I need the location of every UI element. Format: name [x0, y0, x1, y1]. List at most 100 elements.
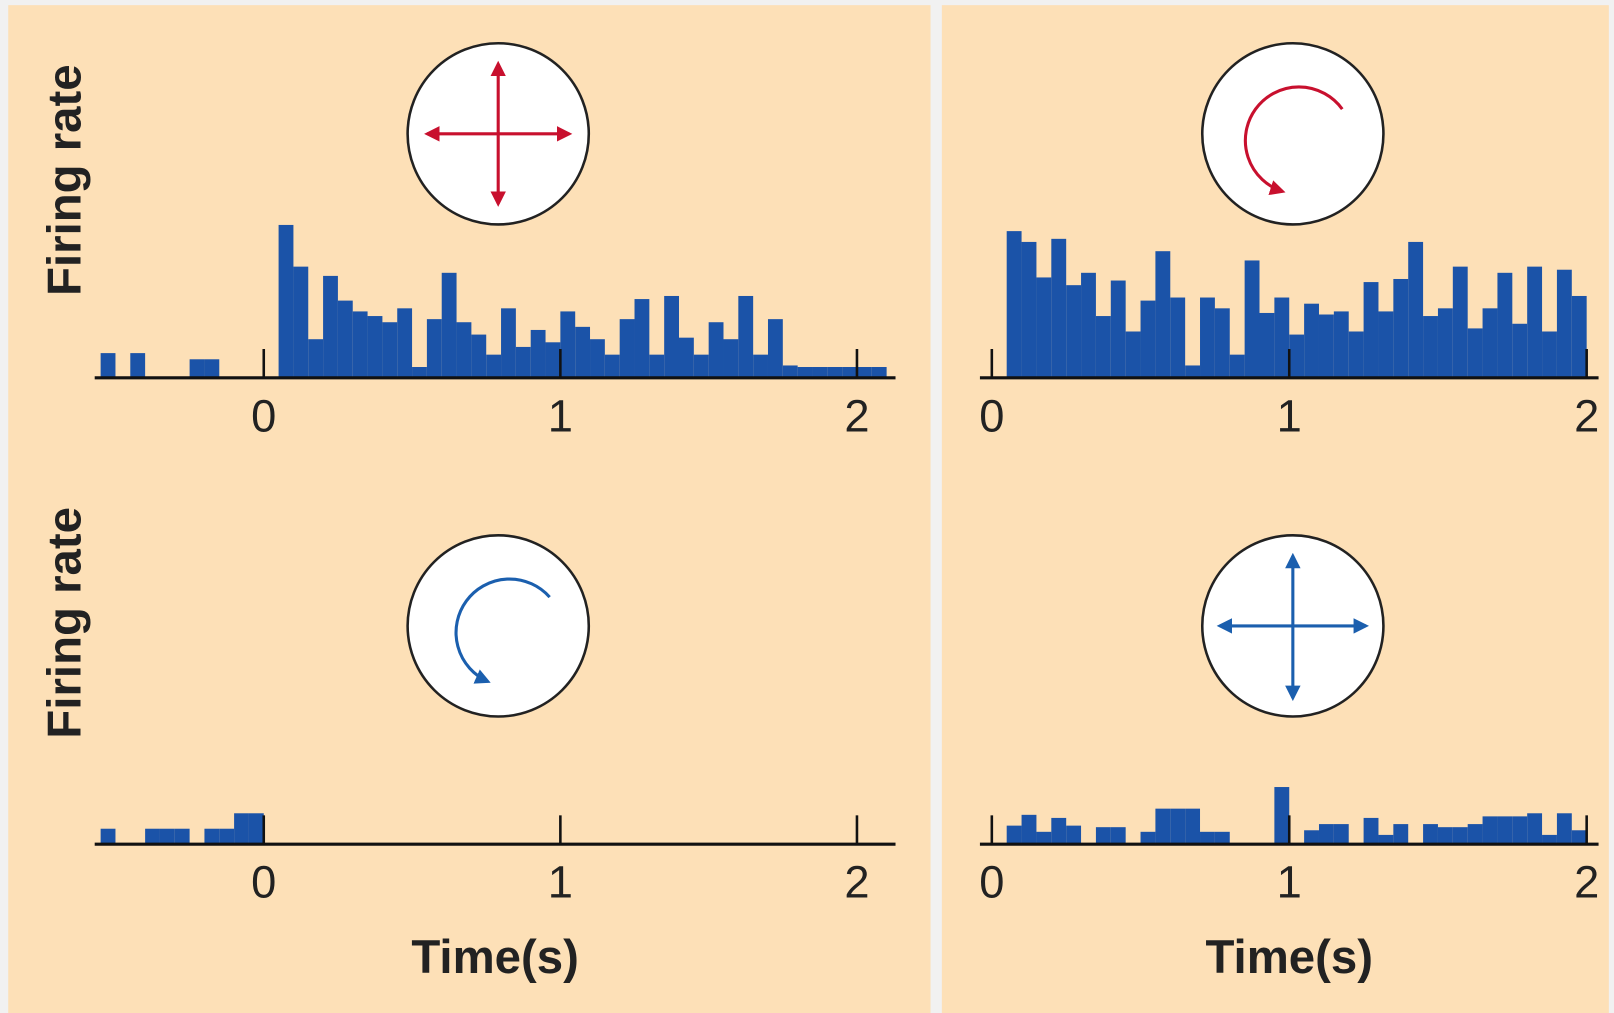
bar — [1095, 316, 1111, 378]
bar — [1125, 331, 1141, 378]
bar — [1512, 323, 1528, 378]
bar — [1378, 311, 1394, 378]
bar — [590, 339, 605, 378]
x-axis-label: Time(s) — [411, 931, 579, 984]
bar — [1437, 827, 1453, 845]
bar — [337, 300, 353, 378]
bar — [1333, 311, 1349, 378]
bar — [1304, 303, 1319, 378]
bar — [723, 339, 739, 378]
bar — [1289, 334, 1305, 378]
bar — [1051, 817, 1067, 845]
x-tick-label: 1 — [548, 390, 573, 441]
bar — [1333, 824, 1349, 845]
bar — [545, 342, 561, 378]
bar — [664, 295, 680, 378]
bar — [1497, 272, 1513, 378]
bar — [323, 275, 338, 378]
x-tick-label: 2 — [844, 857, 869, 908]
bar — [1452, 827, 1468, 845]
bar — [278, 224, 294, 378]
bar — [575, 326, 591, 378]
bar — [679, 337, 694, 378]
bar — [1081, 272, 1096, 378]
x-tick-label: 0 — [251, 857, 276, 908]
bar — [100, 353, 116, 378]
bar — [219, 828, 235, 845]
bar — [1571, 830, 1587, 845]
bar — [1036, 277, 1052, 378]
x-tick-label: 1 — [1277, 390, 1302, 441]
x-tick-label: 1 — [548, 857, 573, 908]
bar — [1259, 312, 1275, 378]
bar — [293, 266, 309, 378]
bar — [308, 339, 324, 378]
bar — [1437, 308, 1453, 378]
bar — [560, 311, 576, 378]
bar — [1348, 331, 1364, 378]
bar — [1274, 297, 1290, 378]
bar — [1110, 827, 1126, 845]
bar — [1363, 282, 1379, 378]
bar — [1200, 297, 1215, 378]
bar — [1229, 354, 1245, 378]
x-tick-label: 2 — [1574, 857, 1599, 908]
bar — [1006, 825, 1022, 845]
x-tick-label: 0 — [251, 390, 276, 441]
bar — [693, 354, 709, 378]
bar — [1527, 813, 1543, 845]
bar — [1006, 231, 1022, 378]
x-tick-label: 0 — [979, 857, 1004, 908]
bar — [1170, 297, 1186, 378]
bar — [1021, 241, 1037, 378]
bar — [1482, 816, 1498, 845]
bar — [1185, 365, 1201, 378]
bar — [856, 367, 872, 378]
bar — [1140, 300, 1156, 378]
bar — [412, 367, 427, 378]
bar — [1423, 316, 1438, 378]
bar — [1467, 824, 1483, 845]
bar — [1140, 831, 1156, 845]
bar — [1200, 831, 1215, 845]
bar — [1363, 817, 1379, 845]
bar — [1155, 808, 1171, 845]
bar — [634, 299, 650, 378]
bar — [204, 828, 220, 845]
bar — [1036, 831, 1052, 845]
bar — [1318, 824, 1334, 845]
stimulus-icon — [1200, 534, 1385, 718]
bar — [1512, 816, 1528, 845]
bar — [1304, 830, 1319, 845]
bar — [1423, 824, 1438, 845]
x-axis-label: Time(s) — [1205, 931, 1373, 984]
bar — [812, 367, 828, 378]
stimulus-icon — [406, 534, 591, 718]
bar — [767, 319, 783, 378]
x-tick-label: 2 — [844, 390, 869, 441]
bar — [1467, 328, 1483, 378]
bar — [1556, 269, 1572, 378]
bar — [1408, 241, 1424, 378]
y-axis-label: Firing rate — [38, 507, 91, 739]
bar — [100, 828, 116, 845]
bar — [1066, 825, 1082, 845]
bar — [145, 828, 160, 845]
bar — [1378, 834, 1394, 845]
bar — [1527, 266, 1543, 378]
x-tick-label: 1 — [1277, 857, 1302, 908]
bar — [234, 813, 249, 845]
bar — [1170, 808, 1186, 845]
bar — [782, 365, 798, 378]
bar — [530, 329, 546, 378]
x-tick-label: 2 — [1574, 390, 1599, 441]
bar — [189, 359, 205, 378]
bar — [441, 272, 457, 378]
bar — [1214, 831, 1230, 845]
bar — [426, 319, 442, 378]
bar — [842, 367, 857, 378]
bar — [708, 322, 724, 378]
bar — [501, 308, 516, 378]
bar — [382, 322, 398, 378]
